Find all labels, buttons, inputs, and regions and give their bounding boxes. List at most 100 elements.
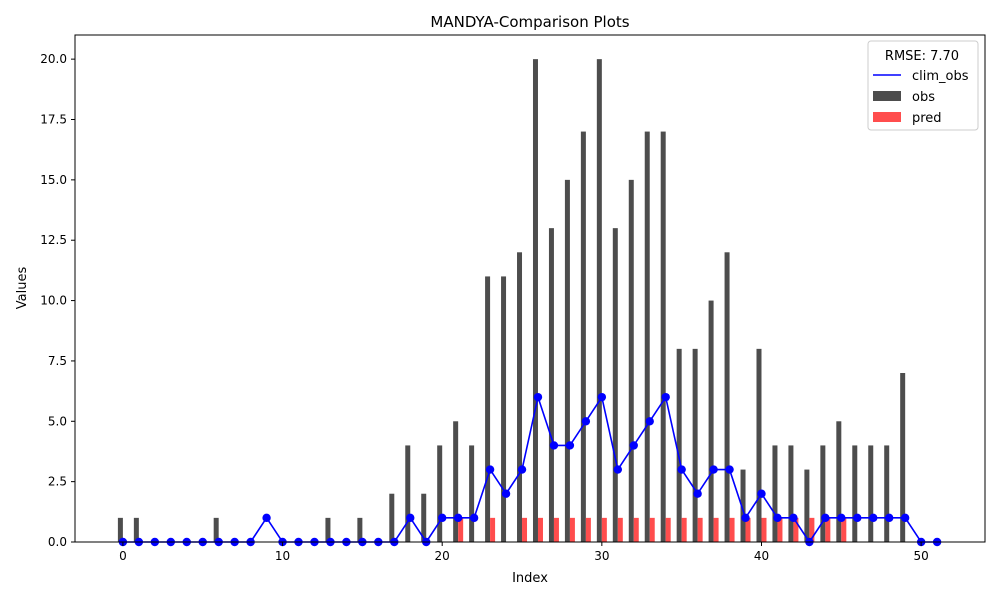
clim-obs-point-32 <box>629 441 638 450</box>
legend-obs-swatch <box>873 91 901 101</box>
clim-obs-point-42 <box>789 513 798 523</box>
y-axis-label: Values <box>15 267 30 310</box>
y-tick-label-2: 5.0 <box>48 414 67 428</box>
obs-bar-42 <box>788 445 794 542</box>
pred-bar-34 <box>665 517 671 542</box>
obs-bar-30 <box>596 59 602 543</box>
obs-bar-23 <box>485 276 491 542</box>
y-axis-ticks: 0.0 2.5 5.0 7.5 10.0 12.5 15.0 17.5 20.0 <box>40 52 75 549</box>
obs-bar-36 <box>692 348 698 542</box>
clim-obs-point-20 <box>437 513 447 523</box>
obs-bar-1 <box>133 517 139 542</box>
chart-title: MANDYA-Comparison Plots <box>430 13 629 31</box>
pred-bar-23 <box>490 517 496 542</box>
legend-clim-obs-label: clim_obs <box>912 69 969 84</box>
y-tick-label-1: 2.5 <box>48 475 67 489</box>
pred-bar-43 <box>809 517 815 542</box>
obs-bar-49 <box>900 373 906 542</box>
clim-obs-point-9 <box>262 513 271 523</box>
legend: RMSE: 7.70 clim_obs obs pred <box>867 40 979 131</box>
clim-obs-point-44 <box>821 513 830 523</box>
pred-bar-30 <box>601 517 607 542</box>
obs-bar-45 <box>836 421 842 542</box>
clim-obs-point-49 <box>900 513 910 523</box>
pred-bar-21 <box>458 517 464 542</box>
clim-obs-point-45 <box>837 513 846 523</box>
obs-bar-39 <box>740 469 746 542</box>
clim-obs-point-30 <box>597 392 607 402</box>
obs-bar-33 <box>644 131 650 543</box>
y-tick-label-7: 17.5 <box>40 113 67 127</box>
y-tick-label-0: 0.0 <box>48 535 67 549</box>
obs-bar-21 <box>453 421 459 542</box>
clim-obs-point-35 <box>677 465 686 474</box>
pred-bar-41 <box>777 517 783 542</box>
pred-bar-32 <box>633 517 639 542</box>
x-tick-label-10: 10 <box>275 549 290 563</box>
clim-obs-point-22 <box>469 513 479 523</box>
obs-bar-15 <box>357 517 363 542</box>
x-tick-label-50: 50 <box>913 549 928 563</box>
clim-obs-point-29 <box>581 417 591 426</box>
clim-obs-point-38 <box>725 465 734 474</box>
clim-obs-point-46 <box>853 513 862 523</box>
clim-obs-point-24 <box>501 489 511 498</box>
x-tick-label-20: 20 <box>435 549 450 563</box>
pred-bar-37 <box>713 517 719 542</box>
obs-bar-35 <box>676 348 682 542</box>
x-tick-label-30: 30 <box>594 549 609 563</box>
legend-pred-label: pred <box>912 111 942 126</box>
obs-bar-37 <box>708 300 714 542</box>
obs-bar-44 <box>820 445 826 542</box>
clim-obs-point-26 <box>533 392 543 402</box>
obs-bar-25 <box>517 252 523 543</box>
clim-obs-point-21 <box>453 513 463 523</box>
clim-obs-point-41 <box>773 513 782 523</box>
obs-bar-24 <box>501 276 507 542</box>
clim-obs-point-27 <box>549 441 559 450</box>
obs-bar-32 <box>628 179 634 542</box>
obs-bar-6 <box>213 517 219 542</box>
obs-bar-26 <box>532 59 538 543</box>
y-tick-label-6: 15.0 <box>40 173 67 187</box>
pred-bar-45 <box>841 517 847 542</box>
obs-bar-29 <box>580 131 586 543</box>
pred-bar-38 <box>729 517 735 542</box>
x-tick-label-40: 40 <box>754 549 769 563</box>
clim-obs-point-36 <box>693 489 702 498</box>
obs-bar-47 <box>868 445 874 542</box>
clim-obs-point-25 <box>517 465 527 474</box>
pred-bar-36 <box>697 517 703 542</box>
y-tick-label-5: 12.5 <box>40 233 67 247</box>
clim-obs-line <box>122 394 938 544</box>
plot-frame <box>74 34 986 543</box>
obs-bar-48 <box>884 445 890 542</box>
legend-obs-label: obs <box>912 90 935 105</box>
y-tick-label-4: 10.0 <box>40 294 67 308</box>
pred-bar-29 <box>585 517 591 542</box>
pred-bar-25 <box>522 517 528 542</box>
obs-bar-17 <box>389 493 395 542</box>
obs-bar-27 <box>548 228 554 542</box>
clim-obs-point-33 <box>645 417 654 426</box>
clim-obs-point-40 <box>757 489 766 498</box>
pred-bar-26 <box>537 517 543 542</box>
pred-bar-27 <box>553 517 559 542</box>
pred-bar-33 <box>649 517 655 542</box>
clim-obs-point-18 <box>406 513 415 523</box>
clim-obs-point-37 <box>709 465 718 474</box>
pred-bar-44 <box>825 517 831 542</box>
obs-bar-13 <box>325 517 331 542</box>
obs-bar-46 <box>852 445 858 542</box>
obs-bar-18 <box>405 445 411 542</box>
obs-bar-28 <box>564 179 570 542</box>
legend-title: RMSE: 7.70 <box>885 49 959 64</box>
clim-obs-point-34 <box>661 392 670 402</box>
obs-bar-0 <box>117 517 123 542</box>
pred-bar-28 <box>569 517 575 542</box>
clim-obs-point-47 <box>869 513 878 523</box>
y-tick-label-3: 7.5 <box>48 354 67 368</box>
obs-bar-38 <box>724 252 730 543</box>
obs-bar-34 <box>660 131 666 543</box>
